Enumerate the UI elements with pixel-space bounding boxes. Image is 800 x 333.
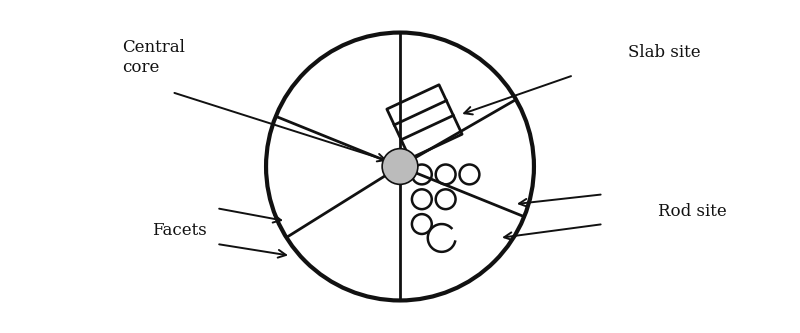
Circle shape [382, 149, 418, 184]
Text: Facets: Facets [152, 222, 206, 239]
Text: Slab site: Slab site [628, 44, 701, 61]
Text: Central
core: Central core [122, 39, 185, 76]
Text: Rod site: Rod site [658, 203, 726, 220]
